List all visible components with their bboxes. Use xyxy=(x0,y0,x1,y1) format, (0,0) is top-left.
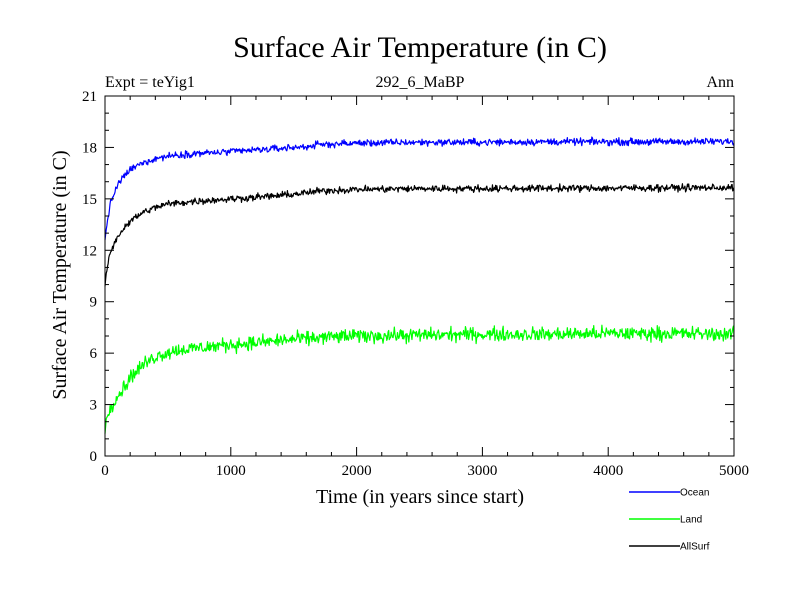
y-tick-label: 0 xyxy=(90,449,98,465)
y-tick-label: 21 xyxy=(82,89,97,105)
period-label: 292_6_MaBP xyxy=(376,74,465,91)
axis-layer: 0 3 6 9 12 15 18 21 0 1000 2000 3000 4000 5000 xyxy=(82,89,749,479)
x-tick-label: 0 xyxy=(101,463,109,479)
legend-label-ocean: Ocean xyxy=(680,488,709,499)
legend-label-allsurf: AllSurf xyxy=(680,542,710,553)
x-tick-label: 1000 xyxy=(216,463,246,479)
y-tick-label: 12 xyxy=(82,243,97,259)
legend-label-land: Land xyxy=(680,515,702,526)
experiment-label: Expt = teYig1 xyxy=(105,74,195,91)
y-tick-label: 6 xyxy=(90,346,98,362)
y-tick-label: 15 xyxy=(82,192,97,208)
season-label: Ann xyxy=(706,74,734,91)
series-line-ocean xyxy=(104,136,735,241)
chart-title: Surface Air Temperature (in C) xyxy=(233,31,607,64)
series-line-allsurf xyxy=(104,183,735,287)
x-tick-label: 4000 xyxy=(593,463,623,479)
x-tick-label: 3000 xyxy=(467,463,497,479)
y-axis-label: Surface Air Temperature (in C) xyxy=(49,150,71,399)
y-tick-label: 9 xyxy=(90,295,98,311)
legend: Ocean Land AllSurf xyxy=(629,488,710,553)
y-tick-label: 18 xyxy=(82,140,97,156)
series-line-land xyxy=(104,324,735,434)
x-tick-label: 5000 xyxy=(719,463,749,479)
y-tick-label: 3 xyxy=(90,398,98,414)
x-axis-label: Time (in years since start) xyxy=(316,486,524,508)
series-layer xyxy=(104,136,735,434)
x-tick-label: 2000 xyxy=(342,463,372,479)
plot-frame xyxy=(104,95,735,457)
